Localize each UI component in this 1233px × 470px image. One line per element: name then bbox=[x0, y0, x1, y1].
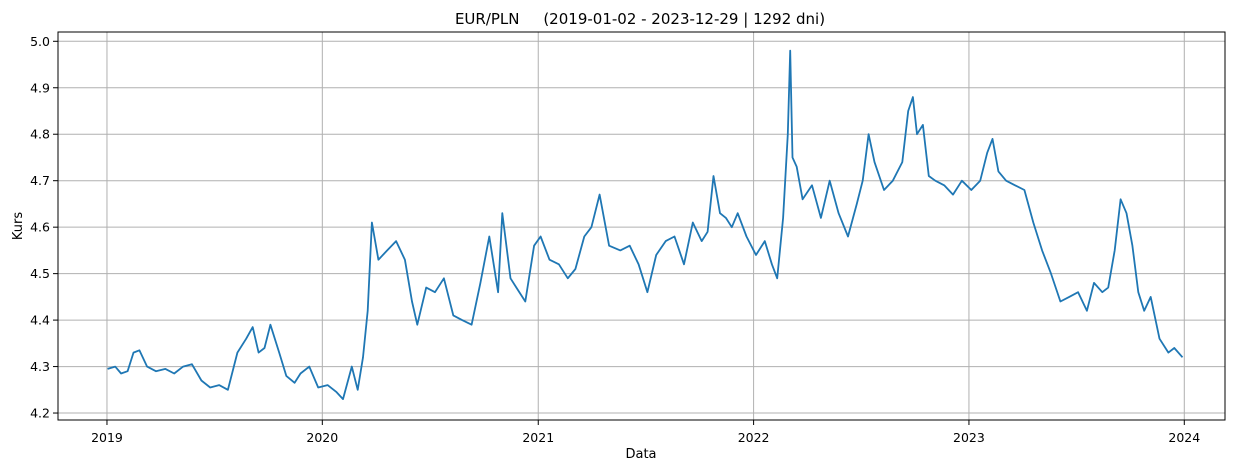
x-axis: 2019 2020 2021 2022 2023 2024 bbox=[91, 420, 1200, 445]
x-tick-label: 2022 bbox=[738, 430, 770, 445]
x-tick-label: 2023 bbox=[953, 430, 985, 445]
series-line bbox=[107, 49, 1184, 401]
y-tick-label: 5.0 bbox=[30, 34, 50, 49]
x-tick-label: 2024 bbox=[1168, 430, 1200, 445]
y-tick-label: 4.7 bbox=[30, 173, 50, 188]
y-axis-label: Kurs bbox=[11, 212, 26, 240]
y-tick-label: 4.3 bbox=[30, 359, 50, 374]
y-tick-label: 4.9 bbox=[30, 80, 50, 95]
y-tick-label: 4.4 bbox=[30, 313, 50, 328]
y-tick-label: 4.6 bbox=[30, 220, 50, 235]
grid-lines bbox=[58, 32, 1225, 420]
y-tick-label: 4.5 bbox=[30, 266, 50, 281]
plot-frame bbox=[57, 31, 1226, 421]
x-tick-label: 2019 bbox=[91, 430, 123, 445]
y-tick-label: 4.2 bbox=[30, 406, 50, 421]
chart-title: EUR/PLN (2019-01-02 - 2023-12-29 | 1292 … bbox=[455, 10, 825, 28]
y-axis: 4.2 4.3 4.4 4.5 4.6 4.7 4.8 4.9 5.0 bbox=[30, 34, 58, 421]
x-tick-label: 2021 bbox=[522, 430, 554, 445]
x-tick-label: 2020 bbox=[306, 430, 338, 445]
series-layer bbox=[107, 49, 1184, 401]
x-axis-label: Data bbox=[625, 447, 656, 462]
y-tick-label: 4.8 bbox=[30, 127, 50, 142]
